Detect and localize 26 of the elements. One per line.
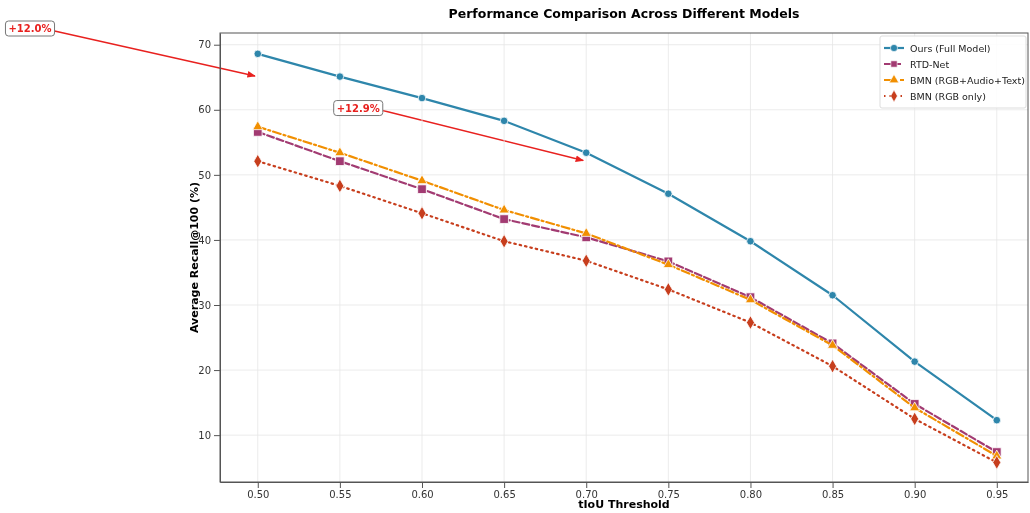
legend-label: BMN (RGB+Audio+Text) — [910, 74, 1025, 86]
y-tick-label: 70 — [198, 39, 211, 51]
y-tick-label: 60 — [198, 104, 211, 116]
text: +12.0% — [8, 23, 52, 34]
y-axis-title: Average Recall@100 (%) — [188, 181, 201, 334]
legend-label: Ours (Full Model) — [910, 42, 991, 54]
y-tick-label: 30 — [198, 299, 211, 311]
y-tick-label: 50 — [198, 169, 211, 181]
x-tick-label: 0.60 — [411, 489, 434, 501]
legend-label: BMN (RGB only) — [910, 90, 986, 102]
x-tick-label: 0.75 — [657, 489, 680, 501]
legend-label: RTD-Net — [910, 58, 950, 70]
x-tick-label: 0.85 — [821, 489, 845, 501]
x-tick-label: 0.95 — [986, 489, 1009, 501]
chart-title: Performance Comparison Across Different Models — [448, 6, 800, 21]
annotation: +12.9% — [336, 102, 380, 114]
x-tick-label: 0.90 — [904, 489, 927, 501]
y-tick-label: 10 — [198, 429, 211, 441]
x-tick-label: 0.70 — [575, 489, 598, 501]
x-tick-label: 0.80 — [739, 489, 763, 501]
x-axis-title: tIoU Threshold — [578, 498, 670, 511]
x-tick-label: 0.55 — [329, 489, 352, 501]
y-tick-label: 20 — [198, 364, 211, 376]
x-tick-label: 0.50 — [247, 489, 270, 501]
y-tick-label: 40 — [198, 234, 211, 246]
x-tick-label: 0.65 — [493, 489, 516, 501]
